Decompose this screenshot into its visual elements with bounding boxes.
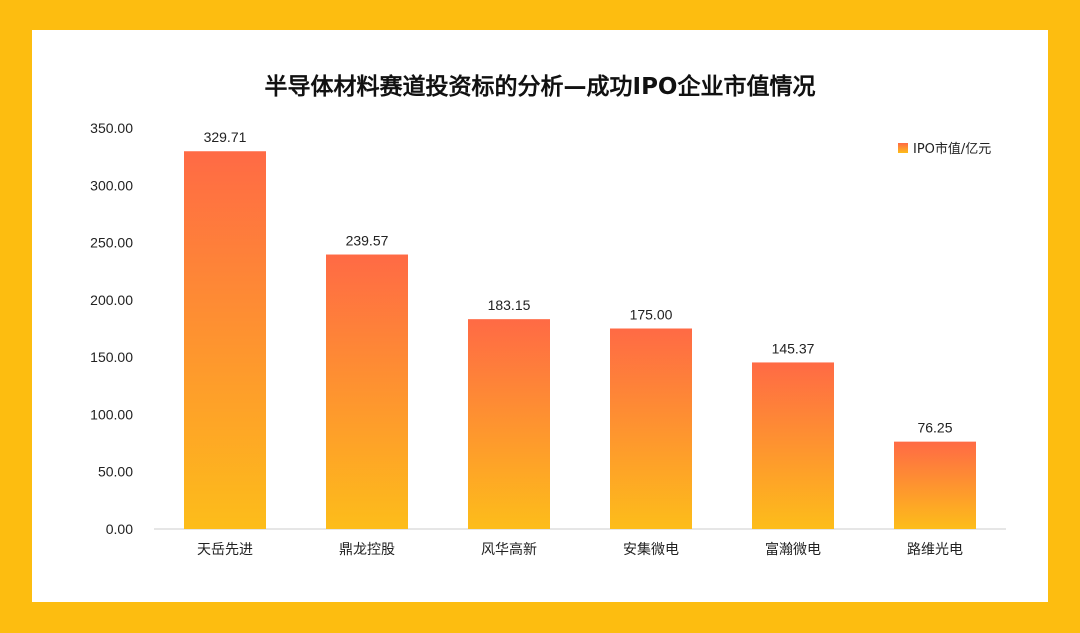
y-tick-label: 350.00 [90,120,133,136]
x-tick-label: 鼎龙控股 [339,542,395,558]
legend-label: IPO市值/亿元 [913,141,991,157]
y-tick-label: 100.00 [90,406,133,422]
x-tick-label: 安集微电 [623,541,679,558]
data-label: 183.15 [488,297,531,313]
legend: IPO市值/亿元 [898,141,991,157]
chart-title: 半导体材料赛道投资标的分析—成功IPO企业市值情况 [265,73,816,100]
data-label: 145.37 [772,340,815,356]
bar-chart: 半导体材料赛道投资标的分析—成功IPO企业市值情况 0.00 50.00 100.0… [90,73,1006,558]
x-tick-label: 路维光电 [907,542,963,558]
x-tick-label: 天岳先进 [197,542,253,558]
data-label: 329.71 [204,129,247,145]
bar [468,319,550,529]
data-label: 239.57 [346,233,389,249]
x-tick-label: 富瀚微电 [765,541,821,558]
y-tick-label: 50.00 [98,464,133,480]
data-label: 76.25 [917,420,952,436]
bar [610,328,692,529]
bars-group: 329.71 天岳先进 239.57 鼎龙控股 183.15 风华高新 175.00 安集微电… [184,129,976,558]
y-tick-label: 300.00 [90,177,133,193]
y-tick-label: 250.00 [90,235,133,251]
bar [326,254,408,529]
chart-card: 半导体材料赛道投资标的分析—成功IPO企业市值情况 0.00 50.00 100.0… [32,30,1048,602]
y-tick-label: 150.00 [90,349,133,365]
legend-swatch [898,143,908,153]
data-label: 175.00 [630,307,673,323]
y-tick-label: 0.00 [106,521,133,537]
y-tick-label: 200.00 [90,292,133,308]
bar [894,441,976,529]
bar [184,151,266,529]
bar [752,362,834,529]
y-axis: 0.00 50.00 100.00 150.00 200.00 250.00 300.00 3… [90,120,133,537]
x-tick-label: 风华高新 [481,541,537,558]
